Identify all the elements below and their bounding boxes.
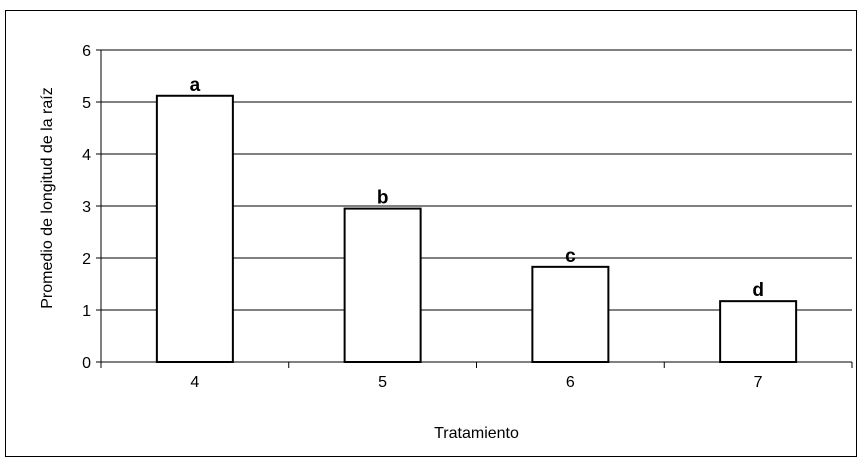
chart-frame [5,10,857,457]
bars [155,94,798,364]
x-tick-label: 4 [190,374,199,391]
y-tick-label: 1 [82,303,91,320]
x-tick-label: 5 [378,374,387,391]
bar-data-label: b [377,188,389,209]
y-tick-label: 5 [82,95,91,112]
bar-4 [155,94,234,363]
x-tick-label: 6 [566,374,575,391]
x-tick-label: 7 [754,374,763,391]
bar-data-label: d [752,280,764,301]
y-tick-label: 0 [82,355,91,372]
axes [96,49,853,368]
y-tick-label: 3 [82,199,91,216]
y-tick-label: 6 [82,43,91,60]
bar-data-label: a [190,75,201,96]
x-axis-title: Tratamiento [434,425,519,442]
y-tick-label: 4 [82,147,91,164]
bar-7 [719,300,798,364]
bar-6 [531,265,610,363]
y-axis-title: Promedio de longitud de la raíz [39,87,56,308]
bar-5 [343,207,422,363]
bar-data-label: c [565,246,576,267]
labels: 0 1 2 3 4 5 6 4 a 5 b 6 c 7 d [82,43,764,391]
y-tick-label: 2 [82,251,91,268]
